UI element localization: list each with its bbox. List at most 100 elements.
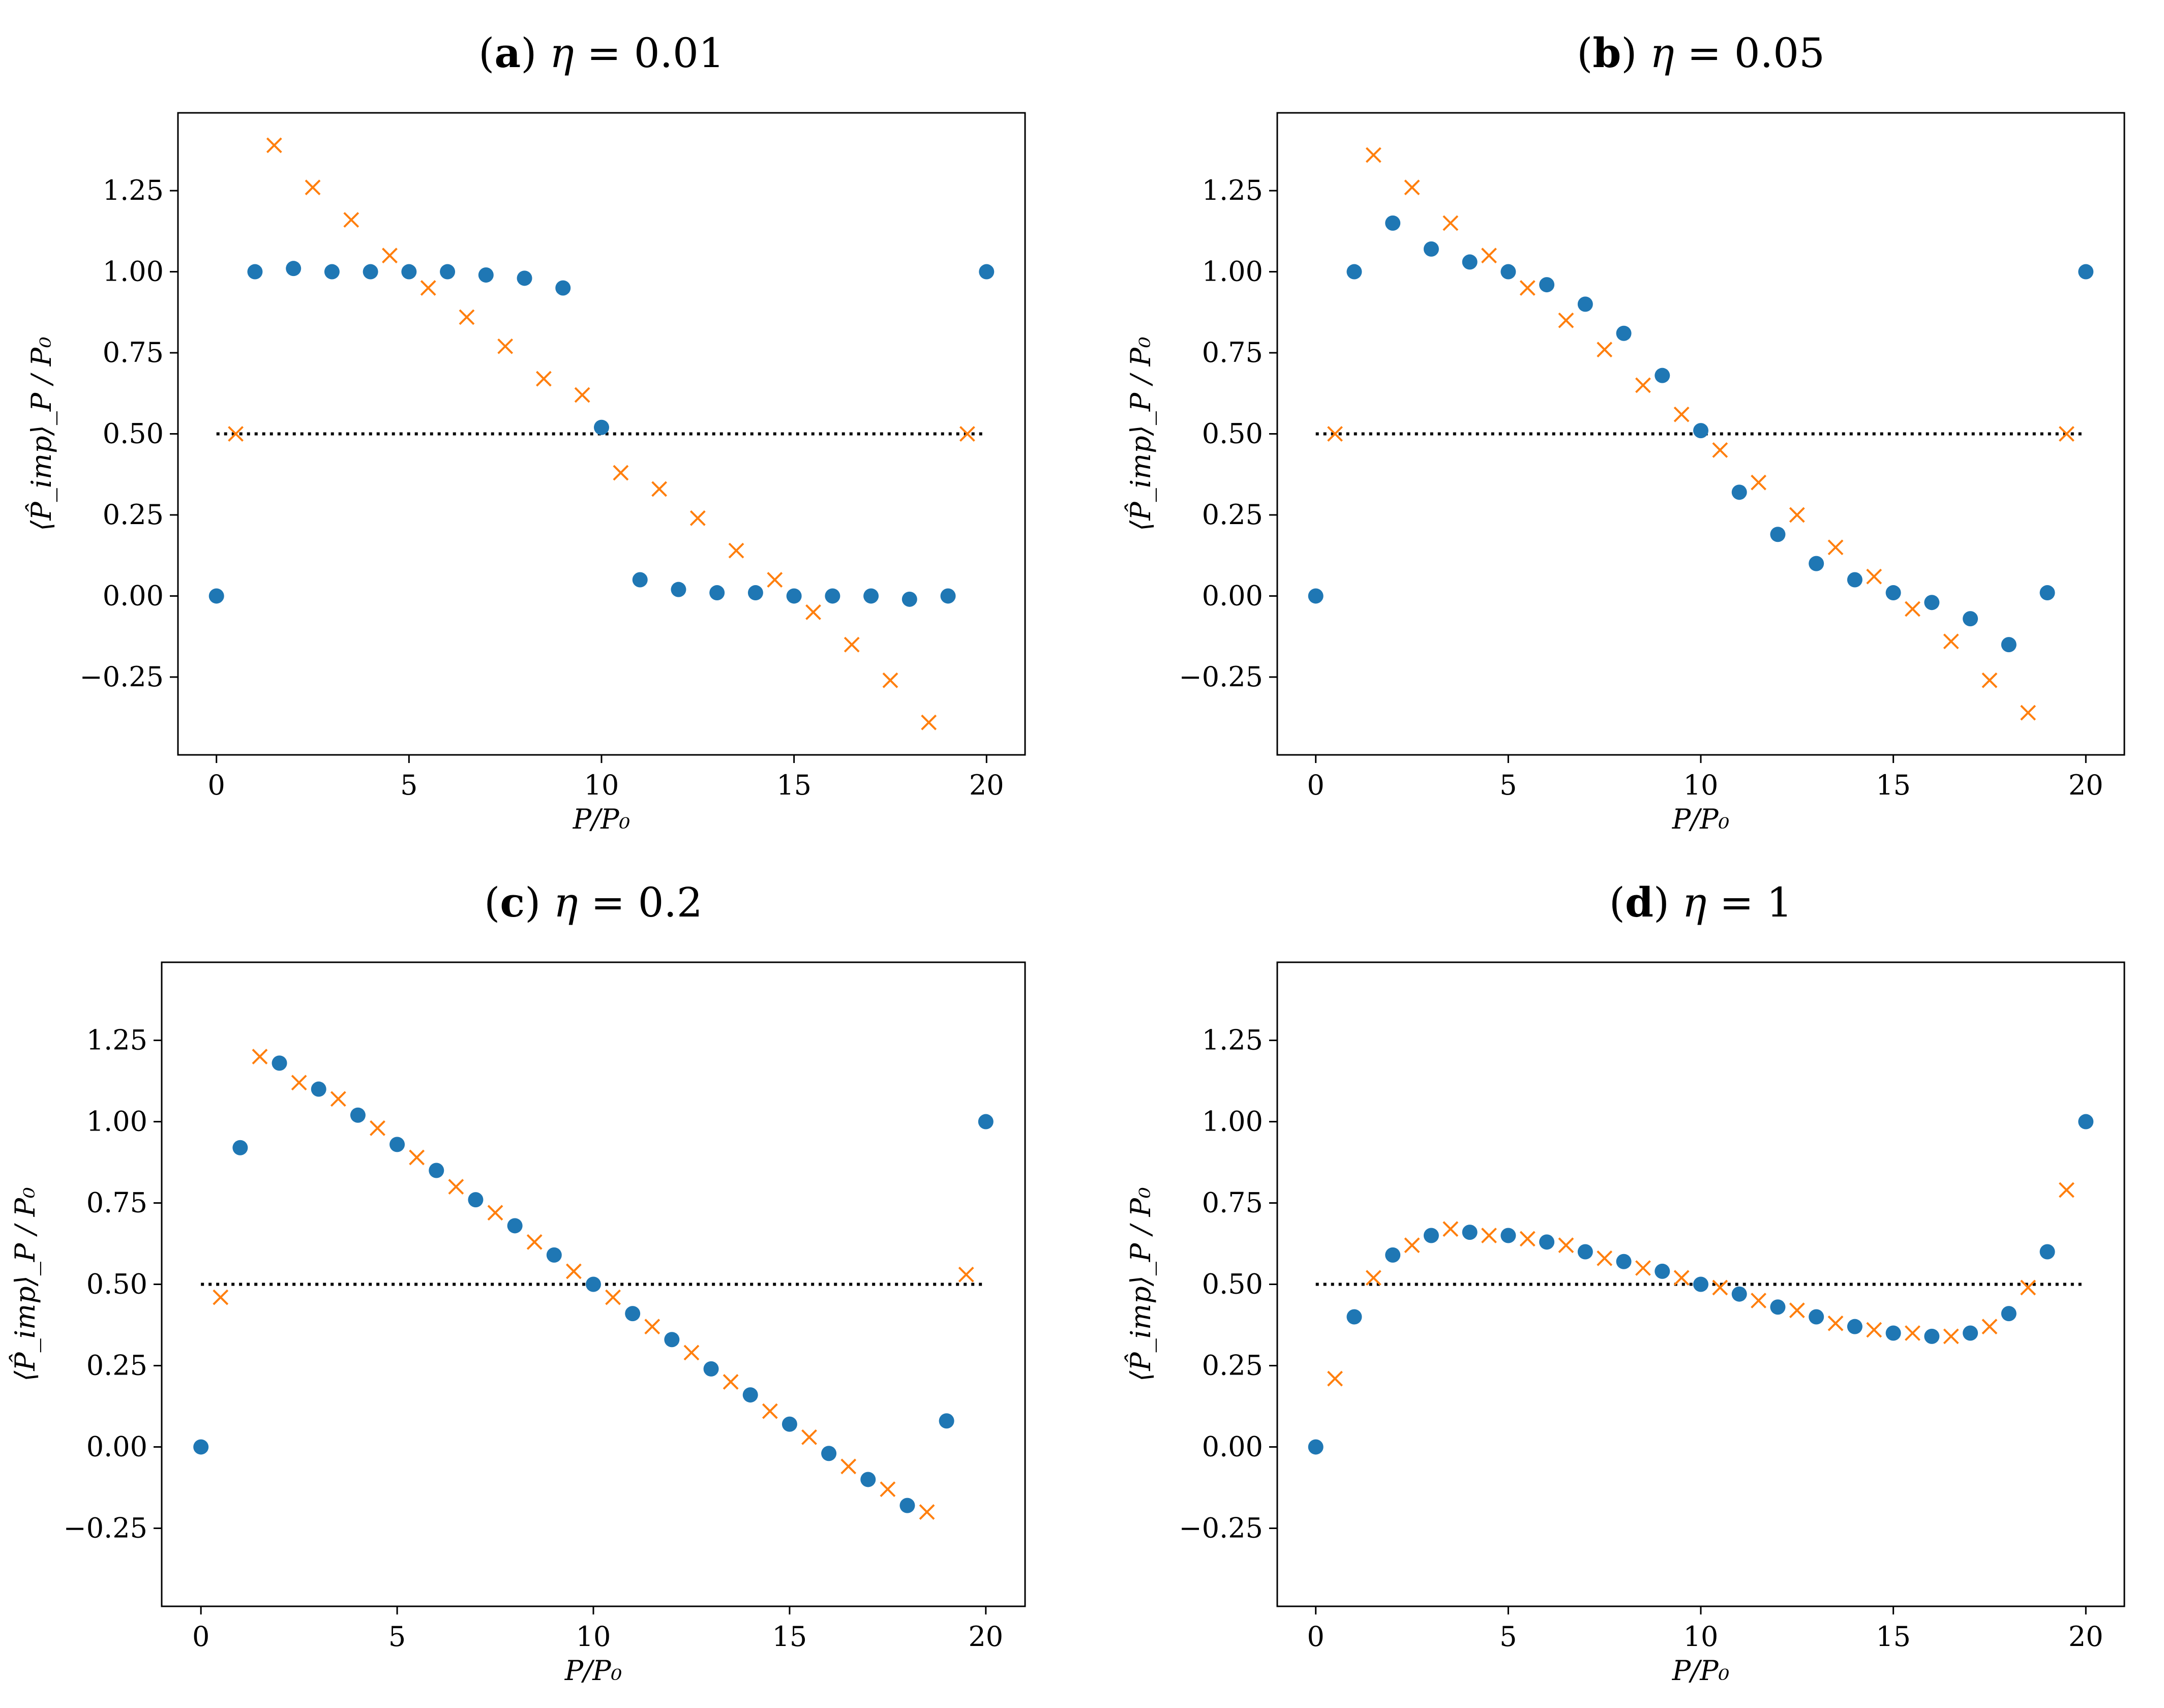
data-point-cross — [1866, 568, 1882, 585]
data-point-circle — [1539, 1234, 1555, 1250]
data-point-circle — [1731, 484, 1747, 500]
x-tick-label: 15 — [776, 769, 812, 801]
data-point-circle — [1462, 254, 1478, 270]
data-point-circle — [1423, 1228, 1439, 1243]
data-point-circle — [2039, 585, 2055, 601]
data-point-circle — [478, 267, 494, 283]
data-point-circle — [1731, 1286, 1747, 1302]
data-point-circle — [468, 1192, 484, 1208]
panel-title: (b) η = 0.05 — [1577, 29, 1825, 77]
y-tick-label: 0.50 — [1202, 418, 1263, 450]
data-point-cross — [1905, 601, 1920, 617]
data-point-cross — [1519, 1231, 1536, 1247]
data-point-circle — [786, 588, 802, 604]
data-point-cross — [305, 179, 321, 196]
data-point-cross — [497, 338, 514, 354]
data-point-cross — [420, 280, 436, 296]
x-axis-label: P/P₀ — [573, 803, 630, 835]
data-point-circle — [709, 585, 725, 601]
data-point-circle — [1500, 264, 1516, 280]
data-point-cross — [613, 465, 629, 481]
y-tick-label: 0.25 — [1202, 499, 1263, 531]
data-point-cross — [644, 1319, 660, 1335]
data-point-cross — [1597, 342, 1613, 358]
data-point-cross — [840, 1458, 857, 1475]
data-point-cross — [1943, 633, 1959, 650]
data-point-cross — [605, 1289, 621, 1305]
data-point-circle — [517, 270, 532, 286]
y-tick-label: 1.25 — [103, 174, 164, 206]
data-point-cross — [958, 1266, 974, 1283]
data-point-circle — [1577, 296, 1593, 312]
x-tick-label: 10 — [1684, 769, 1719, 801]
data-point-circle — [594, 419, 609, 435]
data-point-cross — [1712, 1279, 1728, 1296]
data-point-cross — [1597, 1250, 1613, 1266]
data-point-circle — [742, 1387, 758, 1403]
data-point-circle — [1539, 277, 1555, 293]
data-point-circle — [1847, 1319, 1862, 1334]
panel-title: (a) η = 0.01 — [478, 29, 725, 77]
data-point-cross — [1404, 179, 1420, 196]
y-tick-label: 1.00 — [86, 1106, 147, 1138]
data-point-cross — [805, 604, 821, 620]
chart-panel: (a) η = 0.01 0 5 10 15 20 −0.25 0.00 0.25 0.50 0.7… — [25, 29, 1026, 835]
data-point-circle — [940, 588, 956, 604]
data-point-circle — [1655, 368, 1670, 383]
data-point-cross — [921, 714, 937, 730]
data-point-circle — [1809, 556, 1824, 571]
x-tick-label: 5 — [400, 769, 417, 801]
data-point-circle — [1885, 585, 1901, 601]
data-point-cross — [767, 572, 783, 588]
data-point-circle — [324, 264, 340, 280]
data-point-circle — [429, 1163, 444, 1178]
data-point-cross — [370, 1120, 385, 1136]
data-point-cross — [1365, 147, 1381, 163]
y-tick-label: 0.00 — [103, 580, 164, 612]
data-point-cross — [526, 1234, 543, 1250]
data-point-cross — [1827, 1315, 1844, 1331]
chart-panel: (b) η = 0.05 0 5 10 15 20 −0.25 0.00 0.25 0.50 0.7… — [1124, 29, 2125, 835]
data-point-circle — [1693, 423, 1708, 439]
y-axis-label: ⟨P̂_imp⟩_P / P₀ — [25, 337, 57, 531]
data-point-circle — [1346, 264, 1362, 280]
data-point-cross — [459, 309, 475, 325]
data-point-circle — [979, 264, 995, 280]
data-point-circle — [1809, 1309, 1824, 1325]
data-point-circle — [1693, 1276, 1708, 1292]
x-tick-label: 15 — [772, 1621, 807, 1653]
data-point-cross — [880, 1481, 896, 1498]
data-point-circle — [632, 572, 648, 588]
data-point-circle — [939, 1413, 954, 1429]
x-tick-label: 0 — [1307, 769, 1325, 801]
data-point-circle — [1924, 595, 1940, 611]
data-point-circle — [286, 261, 302, 277]
y-tick-label: 0.25 — [1202, 1349, 1263, 1381]
y-tick-label: 0.50 — [1202, 1268, 1263, 1300]
y-tick-label: −0.25 — [1179, 661, 1263, 693]
data-point-cross — [1365, 1270, 1381, 1286]
x-tick-label: 15 — [1876, 769, 1911, 801]
data-point-circle — [664, 1332, 680, 1348]
data-point-cross — [728, 542, 744, 559]
data-point-cross — [1866, 1322, 1882, 1338]
data-point-cross — [1943, 1328, 1959, 1345]
data-point-circle — [782, 1416, 797, 1432]
data-point-cross — [1673, 1270, 1690, 1286]
data-point-circle — [1308, 1439, 1324, 1455]
data-point-cross — [1827, 539, 1844, 556]
data-point-cross — [266, 137, 282, 154]
y-axis-label: ⟨P̂_imp⟩_P / P₀ — [9, 1187, 41, 1381]
data-point-cross — [1751, 1293, 1767, 1308]
data-point-circle — [586, 1276, 601, 1292]
x-tick-label: 5 — [1499, 769, 1517, 801]
data-point-cross — [1519, 280, 1536, 296]
data-point-cross — [565, 1263, 582, 1279]
data-point-circle — [1616, 1254, 1632, 1269]
y-tick-label: 0.75 — [103, 337, 164, 369]
data-point-cross — [1751, 474, 1767, 491]
data-point-circle — [440, 264, 456, 280]
data-point-circle — [821, 1446, 837, 1461]
data-point-cross — [1673, 406, 1690, 422]
data-point-cross — [1635, 377, 1651, 393]
